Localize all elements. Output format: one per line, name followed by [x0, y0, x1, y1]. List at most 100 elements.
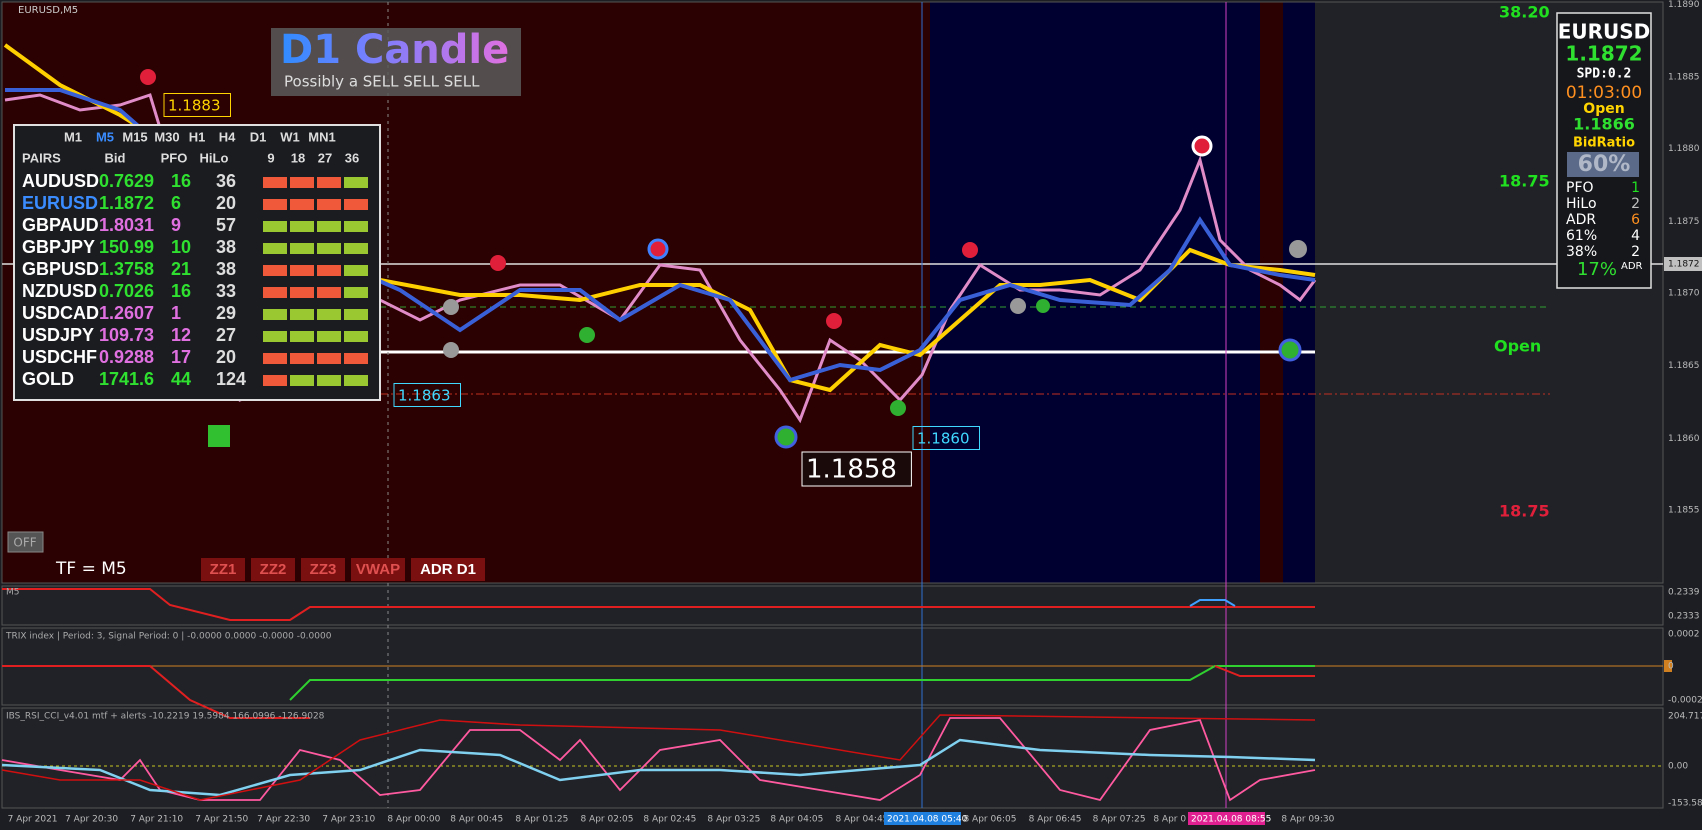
timeframe: H1 — [189, 129, 206, 144]
signal-cell — [344, 353, 368, 364]
hilo: 20 — [216, 347, 236, 367]
signal-cell — [344, 265, 368, 276]
hilo: 36 — [216, 171, 236, 191]
tool-button — [251, 558, 295, 581]
hilo: 33 — [216, 281, 236, 301]
price-axis-label: 1.1880 — [1668, 144, 1700, 154]
timeframe: W1 — [280, 129, 300, 144]
pfo: 6 — [171, 193, 181, 213]
signal-cell — [290, 287, 314, 298]
indicator-axis-label: 0.00 — [1668, 762, 1688, 772]
signal-cell — [317, 331, 341, 342]
signals — [140, 69, 1307, 449]
time-label: 7 Apr 21:50 — [195, 815, 248, 825]
price-tag-box — [801, 451, 912, 487]
symbol-label: EURUSD,M5 — [18, 5, 78, 16]
panel — [1, 585, 1664, 626]
timeframe: M5 — [96, 129, 114, 144]
ibs-line — [1, 714, 1316, 801]
signal-dot — [1010, 298, 1026, 314]
info-row-label: HiLo — [1566, 196, 1597, 212]
logo-subtitle: Possibly a SELL SELL SELL — [284, 73, 480, 91]
session-bg — [1260, 2, 1283, 583]
tool-button-label[interactable]: ADR D1 — [420, 561, 476, 578]
signal-cell — [290, 265, 314, 276]
time-label: 8 Apr 02:05 — [580, 815, 633, 825]
signal-cell — [263, 331, 287, 342]
pair: GBPUSD — [22, 259, 99, 279]
tool-button — [411, 558, 485, 581]
signal-cell — [290, 243, 314, 254]
indicator-axis-label: 0.0002 — [1668, 630, 1700, 640]
table-header: 36 — [345, 150, 359, 165]
bid: 1.8031 — [99, 215, 154, 235]
info-row-label: 38% — [1566, 244, 1597, 260]
table-header: 9 — [267, 150, 274, 165]
info-open: 1.1866 — [1573, 115, 1635, 134]
timeframe: M1 — [64, 129, 82, 144]
info-panel — [1556, 12, 1652, 289]
tool-button — [301, 558, 345, 581]
zero-tag — [1664, 660, 1672, 672]
signal-cell — [263, 221, 287, 232]
signal-dot — [890, 400, 906, 416]
indicator-label: TRIX index | Period: 3, Signal Period: 0… — [5, 632, 332, 642]
info-row-label: 61% — [1566, 228, 1597, 244]
signal-cell — [344, 243, 368, 254]
tool-button-label[interactable]: ZZ2 — [260, 561, 287, 578]
price-tag-box — [912, 426, 980, 450]
signal-cell — [290, 331, 314, 342]
signal-dot — [1289, 240, 1307, 258]
pair: GBPAUD — [22, 215, 99, 235]
signal-dot — [490, 255, 506, 271]
info-row-label: ADR — [1566, 212, 1596, 228]
time-label: 8 Apr 03:25 — [707, 815, 760, 825]
table-header: HiLo — [200, 150, 229, 165]
signal-cell — [317, 221, 341, 232]
tool-button-label[interactable]: VWAP — [356, 561, 400, 578]
signal-cell — [344, 199, 368, 210]
pair: NZDUSD — [22, 281, 97, 301]
info-timer: 01:03:00 — [1566, 83, 1642, 103]
bid: 0.9288 — [99, 347, 154, 367]
indicator-line — [1189, 599, 1236, 607]
hilo: 124 — [216, 369, 246, 389]
price-tag: 1.1863 — [398, 387, 451, 405]
level-label: 18.75 — [1499, 172, 1550, 191]
pfo: 17 — [171, 347, 191, 367]
pair: GOLD — [22, 369, 74, 389]
time-label: 7 Apr 21:10 — [130, 815, 183, 825]
signal-cell — [263, 243, 287, 254]
tool-button-label[interactable]: ZZ3 — [310, 561, 337, 578]
time-label: 8 Apr 01:25 — [515, 815, 568, 825]
signal-cell — [263, 287, 287, 298]
signal-cell — [290, 177, 314, 188]
indicator-line — [2, 665, 310, 719]
info-symbol: EURUSD — [1558, 20, 1651, 44]
timeframe: M15 — [122, 129, 147, 144]
signal-cell — [344, 177, 368, 188]
indicator-label: IBS_RSI_CCI_v4.01 mtf + alerts -10.2219 … — [6, 712, 325, 722]
logo-box — [271, 28, 521, 96]
info-bidratio: 60% — [1578, 152, 1631, 177]
indicator-axis-label: 0.2339 — [1668, 588, 1700, 598]
off-button — [7, 531, 44, 553]
price-axis-label: 1.1885 — [1668, 73, 1700, 83]
off-button-label[interactable]: OFF — [13, 536, 36, 550]
tool-button — [201, 558, 245, 581]
signal-dot — [962, 242, 978, 258]
signal-cell — [317, 177, 341, 188]
pair: USDCHF — [22, 347, 97, 367]
timeframe: D1 — [250, 129, 267, 144]
time-label: 8 Apr 09:30 — [1281, 815, 1334, 825]
indicator-line — [1214, 665, 1315, 677]
pair: USDCAD — [22, 303, 99, 323]
indicator-axis-label: -153.580 — [1668, 799, 1702, 809]
pfo: 10 — [171, 237, 191, 257]
time-label: 7 Apr 22:30 — [257, 815, 310, 825]
panel — [1, 707, 1664, 809]
signal-dot — [1036, 299, 1050, 313]
tool-button-label[interactable]: ZZ1 — [210, 561, 237, 578]
pfo: 21 — [171, 259, 191, 279]
